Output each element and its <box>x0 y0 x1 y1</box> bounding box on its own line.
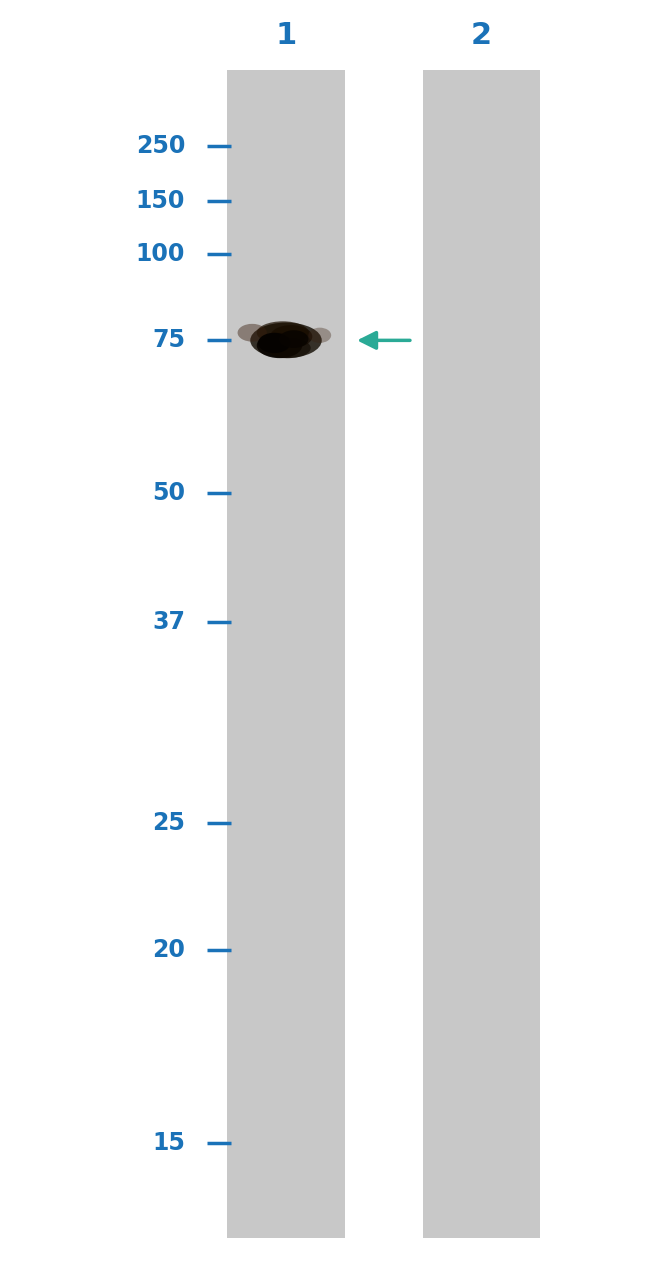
Ellipse shape <box>257 321 309 344</box>
Ellipse shape <box>258 333 291 353</box>
Text: 15: 15 <box>152 1132 185 1154</box>
Ellipse shape <box>250 323 322 358</box>
Text: 2: 2 <box>471 22 491 50</box>
Text: 75: 75 <box>152 329 185 352</box>
Ellipse shape <box>257 333 302 358</box>
Text: 100: 100 <box>136 243 185 265</box>
Text: 25: 25 <box>152 812 185 834</box>
Text: 250: 250 <box>136 135 185 157</box>
Ellipse shape <box>280 330 309 348</box>
Text: 20: 20 <box>152 939 185 961</box>
Text: 1: 1 <box>276 22 296 50</box>
Ellipse shape <box>266 338 311 358</box>
Ellipse shape <box>270 325 312 348</box>
Bar <box>227 70 344 1238</box>
Ellipse shape <box>309 328 332 343</box>
Ellipse shape <box>238 324 267 342</box>
Bar <box>422 70 540 1238</box>
Text: 37: 37 <box>152 611 185 634</box>
Text: 150: 150 <box>136 189 185 212</box>
Text: 50: 50 <box>152 481 185 504</box>
